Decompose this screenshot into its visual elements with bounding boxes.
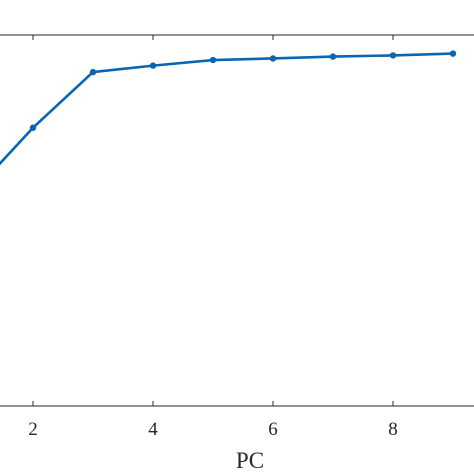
x-tick-label-4: 4 [148, 419, 158, 440]
plot-area [0, 34, 474, 407]
data-point-pc-6 [269, 55, 277, 62]
data-point-pc-9 [449, 50, 457, 57]
data-point-pc-3 [89, 68, 97, 76]
x-ticks: 2 4 6 8 [28, 35, 398, 440]
x-tick-label-6: 6 [268, 419, 278, 440]
data-point-pc-5 [209, 56, 217, 64]
data-point-pc-8 [389, 52, 397, 59]
data-point-pc-4 [149, 62, 157, 69]
data-point-pc-7 [329, 53, 337, 60]
x-tick-label-8: 8 [388, 419, 398, 440]
series-line-0 [0, 52, 454, 166]
data-point-pc-2 [29, 124, 37, 131]
x-tick-label-2: 2 [28, 419, 38, 440]
series-layer [0, 50, 457, 166]
x-axis-title: PC [236, 448, 264, 473]
